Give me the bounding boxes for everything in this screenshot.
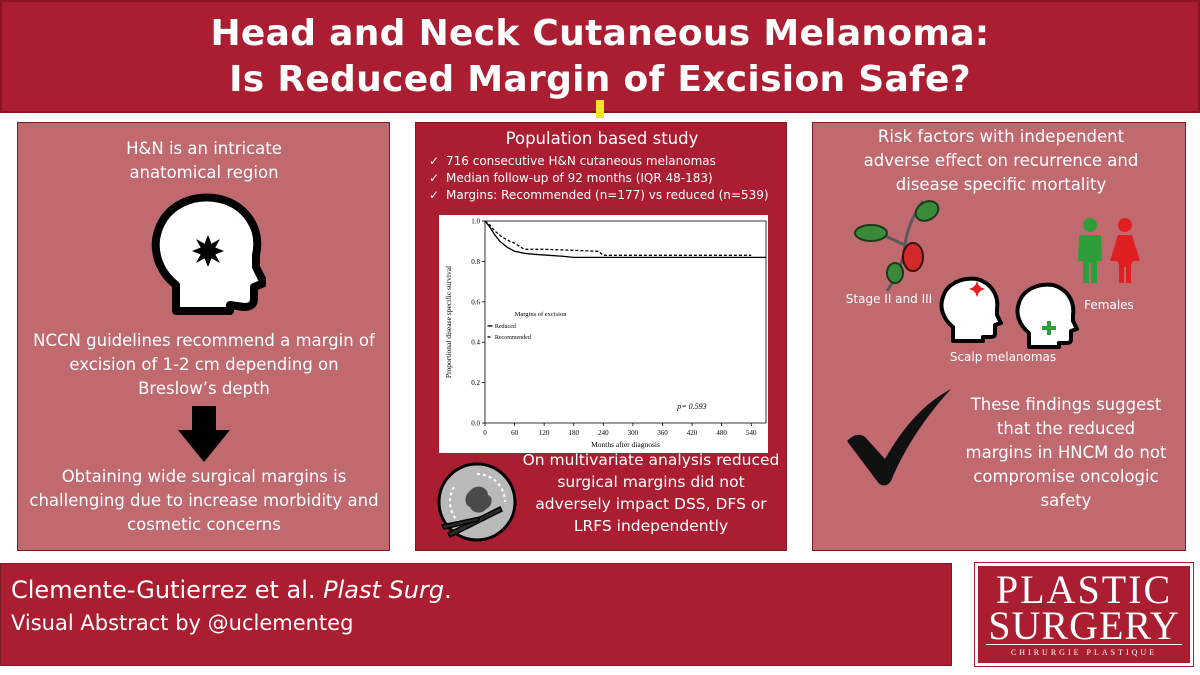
x-tick-label: 0 <box>483 429 487 437</box>
y-axis-label: Proportional disease specific survival <box>444 266 453 378</box>
citation-journal: Plast Surg <box>323 576 445 604</box>
yellow-marker <box>596 100 604 118</box>
bullet-text: Margins: Recommended (n=177) vs reduced … <box>446 188 769 202</box>
series-line-recommended <box>484 220 752 256</box>
list-item: ✓ 716 consecutive H&N cutaneous melanomas <box>429 153 781 170</box>
logo-line-1: PLASTIC <box>995 567 1173 612</box>
multivariate-conclusion-text: On multivariate analysis reduced surgica… <box>522 451 780 535</box>
bullet-text: 716 consecutive H&N cutaneous melanomas <box>446 154 716 168</box>
citation-authors: Clemente-Gutierrez et al. <box>11 576 324 604</box>
survival-chart: 0 60 120 180 240 300 360 420 480 540 0.0 0.2 0.4 0.6 0… <box>439 215 768 453</box>
y-tick-label: 0.6 <box>471 298 480 306</box>
x-tick-label: 60 <box>511 429 519 437</box>
study-heading: Population based study <box>505 129 699 148</box>
checkmark-icon <box>847 389 951 486</box>
survival-chart-svg: 0 60 120 180 240 300 360 420 480 540 0.0 0.2 0.4 0.6 0… <box>444 218 767 449</box>
arrow-down-icon <box>178 406 230 462</box>
x-tick-label: 360 <box>657 429 668 437</box>
list-item: ✓ Margins: Recommended (n=177) vs reduced… <box>429 187 781 204</box>
stage-label: Stage II and III <box>845 292 933 306</box>
p-value-annotation: p= 0.593 <box>676 402 706 411</box>
plot-frame <box>484 220 767 424</box>
bullet-text: Median follow-up of 92 months (IQR 48-18… <box>446 171 713 185</box>
logo-divider <box>986 644 1182 645</box>
x-tick-label: 480 <box>716 429 727 437</box>
y-tick-label: 0.8 <box>471 258 480 266</box>
background-panel: H&N is an intricate anatomical region NC… <box>17 122 390 551</box>
scalp-label: Scalp melanomas <box>949 350 1057 364</box>
risk-factors-panel: Risk factors with independent adverse ef… <box>812 122 1186 551</box>
logo-line-3: CHIRURGIE PLASTIQUE <box>1010 648 1158 657</box>
checkmark-icon: ✓ <box>429 171 440 185</box>
checkmark-icon: ✓ <box>429 188 440 202</box>
region-intro-text: H&N is an intricate anatomical region <box>126 139 282 182</box>
x-tick-label: 540 <box>746 429 757 437</box>
excision-margin-icon <box>437 462 517 542</box>
checkmark-icon: ✓ <box>429 154 440 168</box>
male-icon <box>1078 218 1102 283</box>
page-title-line-2: Is Reduced Margin of Excision Safe? <box>229 58 971 100</box>
y-tick-label: 0.4 <box>471 339 480 347</box>
legend-entry: Recommended <box>495 335 531 341</box>
x-tick-label: 240 <box>598 429 609 437</box>
citation-period: . <box>444 576 452 604</box>
logo-line-2: SURGERY <box>988 603 1180 648</box>
head-with-lesion-icon <box>151 193 266 315</box>
visual-abstract-credit: Visual Abstract by @uclementeg <box>11 611 354 635</box>
females-label: Females <box>1084 298 1134 312</box>
legend-entry: Reduced <box>495 324 516 330</box>
y-tick-label: 0.0 <box>471 420 480 428</box>
risk-factors-heading: Risk factors with independent adverse ef… <box>863 127 1139 194</box>
surgical-challenge-text: Obtaining wide surgical margins is chall… <box>29 467 379 534</box>
page-title-line-1: Head and Neck Cutaneous Melanoma: <box>210 12 990 54</box>
study-bullets: ✓ 716 consecutive H&N cutaneous melanomas… <box>429 153 781 204</box>
head-scalp-lesion-icon <box>939 276 1003 343</box>
head-face-lesion-icon <box>1015 282 1079 349</box>
y-tick-label: 1.0 <box>471 218 480 226</box>
final-conclusion-text: These findings suggest that the reduced … <box>965 395 1167 510</box>
x-axis-label: Months after diagnosis <box>591 440 660 449</box>
study-panel: Population based study ✓ 716 consecutive … <box>415 122 787 551</box>
y-tick-label: 0.2 <box>471 379 480 387</box>
nccn-guideline-text: NCCN guidelines recommend a margin of ex… <box>33 331 375 398</box>
citation-footer: Clemente-Gutierrez et al. Plast Surg. Vi… <box>0 563 952 666</box>
female-icon <box>1110 218 1140 283</box>
moles-stage-icon <box>854 200 940 292</box>
x-tick-label: 120 <box>539 429 550 437</box>
list-item: ✓ Median follow-up of 92 months (IQR 48-1… <box>429 170 781 187</box>
x-tick-label: 300 <box>628 429 639 437</box>
citation: Clemente-Gutierrez et al. Plast Surg. <box>11 576 452 604</box>
x-tick-label: 420 <box>687 429 698 437</box>
legend-title: Margins of excision <box>515 311 568 318</box>
journal-logo: PLASTIC SURGERY CHIRURGIE PLASTIQUE <box>974 562 1194 667</box>
series-line-reduced <box>484 220 766 259</box>
title-banner: Head and Neck Cutaneous Melanoma: Is Red… <box>0 0 1200 113</box>
x-tick-label: 180 <box>568 429 579 437</box>
